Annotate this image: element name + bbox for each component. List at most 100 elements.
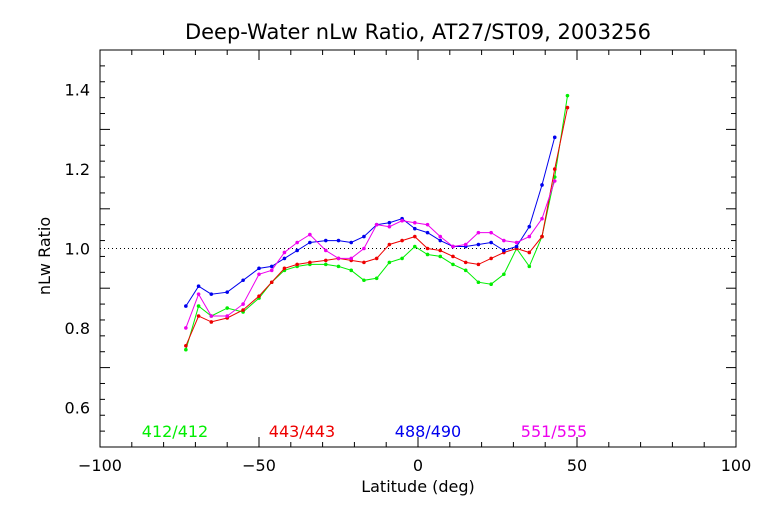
data-point xyxy=(282,250,287,255)
data-point xyxy=(362,246,366,251)
data-point xyxy=(387,224,392,229)
data-point xyxy=(552,135,557,140)
data-point xyxy=(323,258,328,263)
data-point xyxy=(269,268,274,273)
data-point xyxy=(241,308,245,312)
data-point xyxy=(438,238,443,243)
legend-entry: 488/490 xyxy=(395,422,461,441)
y-tick-label: 1.0 xyxy=(65,240,90,259)
data-point xyxy=(489,282,493,287)
data-point xyxy=(362,278,366,283)
data-point xyxy=(225,314,229,318)
data-point xyxy=(349,256,354,261)
data-point xyxy=(489,240,493,245)
data-point xyxy=(400,238,404,243)
data-point xyxy=(323,262,328,267)
data-point xyxy=(476,262,481,267)
data-point xyxy=(282,256,287,261)
series-412-412 xyxy=(184,93,570,352)
data-point xyxy=(209,314,214,318)
data-point xyxy=(387,260,392,265)
data-point xyxy=(349,240,354,245)
series-551-555 xyxy=(184,179,557,330)
data-point xyxy=(295,240,299,245)
data-point xyxy=(413,234,417,239)
data-point xyxy=(451,244,455,249)
data-point xyxy=(184,304,188,308)
data-point xyxy=(502,272,506,277)
data-point xyxy=(269,264,274,269)
data-point xyxy=(451,254,455,259)
data-point xyxy=(527,224,532,229)
data-point xyxy=(362,234,366,239)
data-point xyxy=(336,238,341,243)
legend-entry: 443/443 xyxy=(269,422,335,441)
data-point xyxy=(565,93,570,98)
data-point xyxy=(463,260,468,265)
data-point xyxy=(209,292,214,296)
data-point xyxy=(425,252,430,257)
data-point xyxy=(463,242,468,247)
series-443-443 xyxy=(184,105,570,348)
data-point xyxy=(413,244,417,249)
x-tick-label: 0 xyxy=(413,456,423,475)
data-point xyxy=(514,244,519,249)
legend-entry: 412/412 xyxy=(142,422,208,441)
data-point xyxy=(438,248,443,253)
data-point xyxy=(489,230,493,235)
data-point xyxy=(540,216,544,221)
data-point xyxy=(387,220,392,225)
y-axis-label: nLw Ratio xyxy=(35,217,54,295)
x-tick-label: −100 xyxy=(78,456,122,475)
y-tick-label: 1.4 xyxy=(65,81,90,100)
data-point xyxy=(565,105,570,110)
data-point xyxy=(336,264,341,269)
series-layer xyxy=(184,93,570,352)
data-point xyxy=(241,278,245,283)
data-point xyxy=(540,183,544,187)
data-point xyxy=(527,250,532,255)
y-tick-label: 1.2 xyxy=(65,160,90,179)
series-line xyxy=(185,95,568,350)
data-point xyxy=(514,240,519,245)
data-point xyxy=(362,260,366,265)
data-point xyxy=(323,248,328,253)
data-point xyxy=(451,262,455,267)
data-point xyxy=(308,240,312,245)
data-point xyxy=(196,314,201,318)
data-point xyxy=(308,260,312,265)
data-point xyxy=(374,222,379,227)
data-point xyxy=(540,234,544,239)
data-point xyxy=(387,242,392,247)
x-tick-label: 50 xyxy=(567,456,587,475)
data-point xyxy=(502,238,506,243)
data-point xyxy=(425,230,430,235)
data-point xyxy=(225,306,229,310)
data-point xyxy=(336,256,341,261)
data-point xyxy=(476,230,481,235)
data-point xyxy=(413,220,417,225)
x-tick-label: 100 xyxy=(721,456,752,475)
data-point xyxy=(552,167,557,171)
data-point xyxy=(241,302,245,306)
data-point xyxy=(184,326,188,330)
series-line xyxy=(185,137,556,307)
axis-tick-labels: −100 −50 0 50 100 0.6 0.8 1.0 1.2 1.4 xyxy=(65,81,752,475)
data-point xyxy=(400,218,404,223)
legend-entry: 551/555 xyxy=(521,422,587,441)
data-point xyxy=(184,343,188,348)
data-point xyxy=(552,179,557,183)
x-tick-label: −50 xyxy=(242,456,276,475)
series-488-490 xyxy=(184,135,557,308)
data-point xyxy=(527,264,532,269)
data-point xyxy=(196,292,201,296)
data-point xyxy=(269,280,274,285)
data-point xyxy=(295,248,299,253)
data-point xyxy=(476,242,481,247)
axis-ticks xyxy=(99,49,737,448)
data-point xyxy=(209,320,214,324)
data-point xyxy=(196,284,201,289)
data-point xyxy=(489,256,493,261)
data-point xyxy=(282,266,287,271)
